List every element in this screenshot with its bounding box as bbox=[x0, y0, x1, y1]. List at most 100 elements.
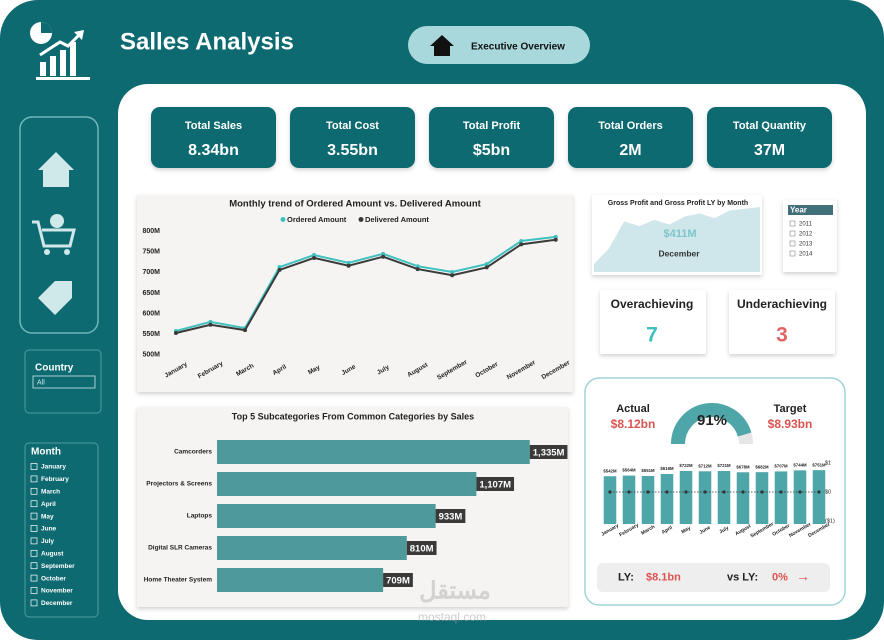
checkbox[interactable] bbox=[30, 512, 38, 520]
checkbox[interactable] bbox=[789, 220, 796, 227]
tag-nav[interactable] bbox=[38, 281, 72, 315]
point bbox=[346, 263, 351, 268]
point bbox=[277, 265, 282, 270]
nav-icons bbox=[32, 152, 76, 315]
bar bbox=[217, 440, 530, 464]
gauge-label: 91% bbox=[697, 412, 727, 429]
checkbox[interactable] bbox=[30, 587, 38, 594]
slicer-item[interactable]: 2012 bbox=[799, 232, 813, 238]
ly-label: LY: bbox=[618, 571, 634, 583]
checkbox[interactable] bbox=[30, 599, 38, 607]
checkbox[interactable] bbox=[30, 574, 38, 582]
slicer-item[interactable]: August bbox=[41, 551, 64, 558]
point bbox=[553, 237, 558, 242]
data-label: $564M bbox=[622, 468, 636, 473]
slicer-item[interactable]: October bbox=[41, 575, 66, 582]
watermark: مستقل bbox=[419, 577, 491, 604]
point bbox=[484, 262, 489, 267]
slicer-item[interactable]: June bbox=[41, 526, 57, 533]
checkbox[interactable] bbox=[789, 250, 796, 257]
checkbox[interactable] bbox=[30, 537, 38, 545]
slicer-item[interactable]: April bbox=[41, 501, 56, 508]
vs-label: vs LY: bbox=[727, 571, 758, 583]
checkbox[interactable] bbox=[30, 562, 38, 570]
slicer-item[interactable]: 2014 bbox=[799, 252, 813, 258]
annotation: December bbox=[658, 248, 700, 258]
line bbox=[175, 235, 556, 332]
data-label-bg bbox=[383, 573, 413, 587]
nav-button[interactable] bbox=[408, 26, 590, 64]
kpi-label: Total Cost bbox=[326, 120, 379, 132]
slicer-item[interactable]: December bbox=[41, 600, 73, 607]
country-dropdown[interactable] bbox=[32, 375, 96, 389]
data-label: 709M bbox=[386, 576, 410, 587]
point bbox=[312, 253, 317, 258]
checkbox[interactable] bbox=[30, 475, 38, 483]
checkbox[interactable] bbox=[30, 500, 38, 508]
data-label: $678M bbox=[736, 464, 750, 469]
point bbox=[450, 273, 455, 278]
slicer-item[interactable]: 2013 bbox=[799, 242, 813, 248]
gauge-arc bbox=[671, 403, 752, 445]
slicer-item[interactable]: November bbox=[41, 588, 73, 595]
bar bbox=[679, 470, 693, 524]
data-label: 810M bbox=[410, 544, 434, 555]
bar bbox=[812, 470, 826, 524]
home-icon bbox=[430, 35, 454, 56]
point bbox=[665, 490, 669, 494]
target-label: Target bbox=[774, 403, 807, 415]
home-nav[interactable] bbox=[38, 152, 74, 187]
checkbox[interactable] bbox=[30, 525, 38, 532]
point bbox=[381, 254, 386, 259]
point bbox=[684, 490, 688, 494]
y-tick-label: Digital SLR Cameras bbox=[148, 545, 212, 552]
data-label-bg bbox=[435, 509, 466, 523]
kpi-card bbox=[429, 107, 554, 168]
bar bbox=[217, 472, 477, 496]
actual-value: $8.12bn bbox=[611, 417, 656, 431]
checkbox[interactable] bbox=[30, 463, 38, 470]
point bbox=[381, 251, 386, 256]
point bbox=[346, 260, 351, 265]
legend-label: Ordered Amount bbox=[287, 215, 347, 224]
point bbox=[450, 269, 455, 274]
bar bbox=[793, 470, 807, 524]
checkbox[interactable] bbox=[789, 240, 796, 247]
vs-arrow: → bbox=[796, 568, 810, 584]
y-tick-label: 750M bbox=[142, 249, 160, 256]
slicer-item[interactable]: February bbox=[41, 476, 69, 483]
slicer-item[interactable]: January bbox=[41, 464, 66, 471]
checkbox[interactable] bbox=[30, 487, 38, 495]
point bbox=[415, 267, 420, 272]
checkbox[interactable] bbox=[789, 230, 796, 237]
logo bbox=[30, 22, 90, 80]
bar bbox=[774, 471, 788, 524]
kpi-value: 2M bbox=[619, 142, 641, 159]
slicer-item[interactable]: July bbox=[41, 538, 54, 545]
slicer-item[interactable]: March bbox=[41, 489, 60, 496]
cart-nav[interactable] bbox=[32, 220, 76, 248]
legend-marker bbox=[358, 217, 364, 222]
month-slicer bbox=[24, 442, 99, 618]
y-tick-label: ($1) bbox=[825, 519, 835, 525]
point bbox=[519, 239, 524, 244]
data-label: 1,335M bbox=[533, 448, 565, 459]
bar bbox=[755, 472, 769, 524]
chart-title: Gross Profit and Gross Profit LY by Mont… bbox=[608, 200, 748, 207]
point bbox=[779, 490, 783, 494]
slicer-item[interactable]: 2011 bbox=[799, 222, 813, 228]
button-label[interactable]: Executive Overview bbox=[471, 42, 565, 53]
y-tick-label: $1 bbox=[825, 460, 831, 466]
kpi-label: Total Profit bbox=[463, 120, 521, 132]
slicer-item[interactable]: May bbox=[41, 513, 54, 520]
data-label: $721M bbox=[717, 463, 731, 468]
checkbox[interactable] bbox=[30, 549, 38, 557]
data-label: $542M bbox=[603, 468, 617, 473]
data-label: $722M bbox=[679, 463, 693, 468]
slicer-item[interactable]: September bbox=[41, 563, 75, 570]
bar bbox=[698, 471, 712, 524]
bar bbox=[603, 476, 617, 524]
area bbox=[594, 207, 760, 272]
point bbox=[798, 490, 802, 494]
